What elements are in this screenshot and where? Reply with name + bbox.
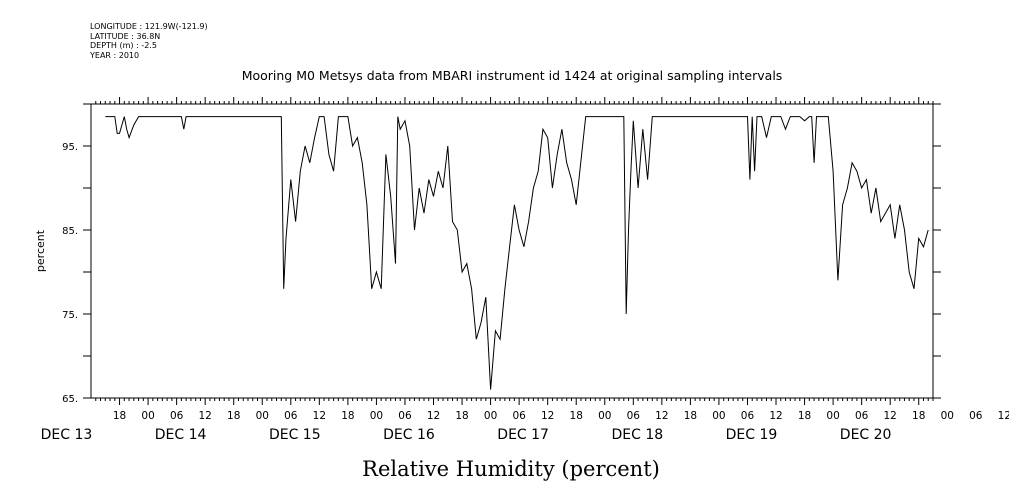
x-axis: 18 00 06 12 18 00 06 12 18 00 06 12 18 00 06 12 18 00 06 12…	[41, 97, 1009, 443]
x-tick-label: 00	[256, 410, 269, 422]
x-tick-label: 00	[141, 410, 154, 422]
y-axis: 65. 75. 85. 95.	[62, 103, 941, 405]
x-tick-label: 06	[398, 410, 412, 422]
x-tick-label: 00	[598, 410, 611, 422]
x-day-label: DEC 20	[840, 427, 892, 443]
x-tick-label: 12	[655, 410, 668, 422]
x-tick-label: 06	[969, 410, 983, 422]
metadata-year: YEAR : 2010	[90, 50, 140, 60]
chart-title: Mooring M0 Metsys data from MBARI instru…	[242, 68, 783, 83]
x-tick-label: 06	[284, 410, 298, 422]
x-day-label: DEC 14	[155, 427, 207, 443]
x-tick-label: 06	[627, 410, 641, 422]
x-tick-label: 06	[741, 410, 755, 422]
x-tick-label: 00	[941, 410, 954, 422]
y-tick-label: 75.	[62, 310, 78, 321]
x-tick-label: 12	[541, 410, 554, 422]
plot-frame	[90, 103, 934, 399]
x-day-label: DEC 16	[383, 427, 435, 443]
x-tick-label: 00	[712, 410, 725, 422]
x-tick-label: 18	[341, 410, 354, 422]
metadata-latitude: LATITUDE : 36.8N	[90, 31, 161, 41]
metadata-longitude: LONGITUDE : 121.9W(-121.9)	[90, 22, 208, 31]
humidity-series-line	[105, 116, 929, 390]
x-day-label: DEC 18	[611, 427, 663, 443]
x-day-label: DEC 17	[497, 427, 549, 443]
x-day-label: DEC 13	[41, 427, 93, 443]
x-tick-label: 12	[313, 410, 326, 422]
y-axis-label: percent	[34, 229, 47, 272]
x-tick-label: 18	[455, 410, 468, 422]
x-tick-label: 12	[998, 410, 1009, 422]
x-axis-label: Relative Humidity (percent)	[362, 457, 660, 481]
x-tick-label: 06	[170, 410, 184, 422]
x-day-label: DEC 19	[726, 427, 778, 443]
x-tick-label: 18	[684, 410, 697, 422]
x-tick-label: 06	[512, 410, 526, 422]
x-tick-label: 18	[227, 410, 240, 422]
x-tick-label: 18	[113, 410, 126, 422]
x-tick-label: 18	[798, 410, 811, 422]
x-tick-label: 12	[769, 410, 782, 422]
x-tick-label: 18	[912, 410, 925, 422]
x-tick-label: 00	[826, 410, 839, 422]
x-tick-label: 12	[427, 410, 440, 422]
y-tick-label: 65.	[62, 394, 78, 405]
metadata-depth: DEPTH (m) : -2.5	[90, 41, 157, 50]
y-tick-label: 95.	[62, 142, 78, 153]
y-tick-label: 85.	[62, 226, 78, 237]
x-tick-label: 18	[570, 410, 583, 422]
x-tick-label: 12	[198, 410, 211, 422]
x-tick-label: 00	[370, 410, 383, 422]
x-tick-label: 12	[883, 410, 896, 422]
x-tick-label: 00	[484, 410, 497, 422]
x-day-label: DEC 15	[269, 427, 321, 443]
metadata-block: LONGITUDE : 121.9W(-121.9) LATITUDE : 36…	[90, 22, 208, 60]
x-tick-label: 06	[855, 410, 869, 422]
